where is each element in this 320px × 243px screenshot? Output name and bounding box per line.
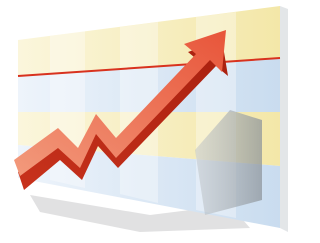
growth-illustration [0,0,290,243]
page [0,0,290,243]
panel-edge [280,6,288,232]
